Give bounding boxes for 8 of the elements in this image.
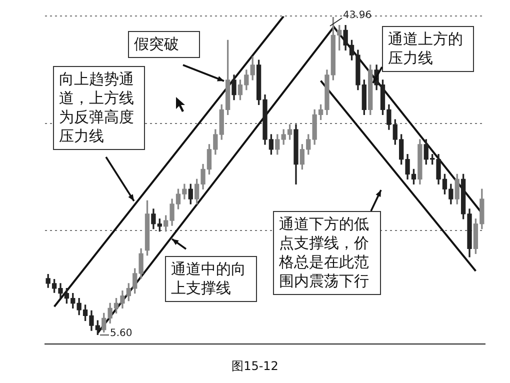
annotation: 通道上方的压力线 (382, 26, 474, 72)
caption: 图15-12 (230, 358, 280, 375)
annotation: 43.96 (343, 10, 372, 22)
annotation: 假突破 (128, 31, 200, 58)
annotation: 向上趋势通道，上方线为反弹高度压力线 (53, 66, 145, 150)
annotation: 通道下方的低点支撑线，价格总是在此范围内震荡下行 (273, 211, 381, 295)
annotation: 5.60 (110, 328, 132, 340)
annotation: 通道中的向上支撑线 (165, 256, 257, 302)
